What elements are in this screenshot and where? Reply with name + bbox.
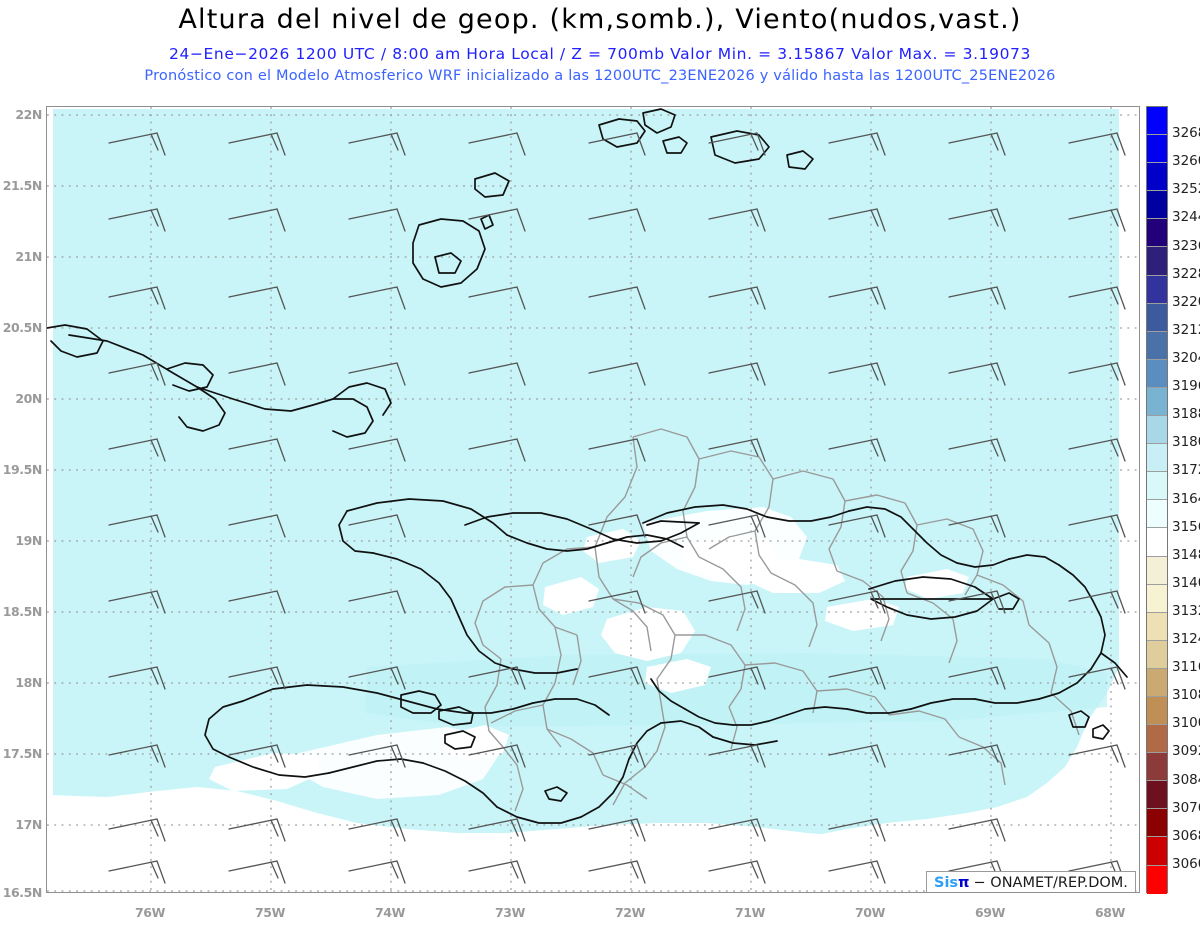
colorbar-tick-label: 3212 <box>1172 321 1200 338</box>
colorbar-swatch <box>1147 191 1167 220</box>
colorbar-swatch <box>1147 556 1167 585</box>
xtick-label-6: 70W <box>855 905 885 920</box>
colorbar-tick-label: 3196 <box>1172 378 1200 395</box>
colorbar-tick-label: 3244 <box>1172 209 1200 226</box>
xtick-label-0: 76W <box>135 905 165 920</box>
colorbar-tick-label: 3188 <box>1172 406 1200 423</box>
shaded-field-cyan <box>53 109 1119 865</box>
colorbar-tick-label: 3172 <box>1172 462 1200 479</box>
colorbar-tick-label: 3156 <box>1172 518 1200 535</box>
wind-barbs <box>108 132 1126 884</box>
colorbar-tick-label: 3268 <box>1172 125 1200 142</box>
colorbar-tick-label: 3220 <box>1172 293 1200 310</box>
colorbar-swatch <box>1147 500 1167 529</box>
xtick-label-1: 75W <box>255 905 285 920</box>
ytick-label-3: 20.5N <box>2 320 43 335</box>
coastlines <box>47 108 1128 824</box>
colorbar-swatch <box>1147 781 1167 810</box>
colorbar-tick-label: 3108 <box>1172 687 1200 704</box>
header: Altura del nivel de geop. (km,somb.), Vi… <box>0 0 1200 95</box>
ytick-label-1: 21.5N <box>2 178 43 193</box>
colorbar-tick-label: 3260 <box>1172 153 1200 170</box>
colorbar-tick-label: 3140 <box>1172 574 1200 591</box>
colorbar-tick-label: 3116 <box>1172 659 1200 676</box>
logo-brand-pi: π <box>958 875 970 891</box>
colorbar-swatch <box>1147 275 1167 304</box>
logo-brand-sis: Sis <box>934 875 959 891</box>
colorbar-swatch <box>1147 387 1167 417</box>
ytick-label-8: 18N <box>15 675 42 690</box>
colorbar-swatch <box>1147 219 1167 248</box>
colorbar-tick-label: 3148 <box>1172 546 1200 563</box>
colorbar-swatch <box>1147 528 1167 557</box>
xtick-label-5: 71W <box>735 905 765 920</box>
ytick-label-11: 16.5N <box>2 885 43 900</box>
ytick-label-10: 17N <box>15 817 42 832</box>
colorbar-tick-label: 3092 <box>1172 743 1200 760</box>
forecast-meta-line: 24−Ene−2026 1200 UTC / 8:00 am Hora Loca… <box>169 45 1031 63</box>
colorbar-swatch <box>1147 668 1167 697</box>
colorbar-swatch <box>1147 584 1167 613</box>
shaded-field-white-south <box>47 787 1139 892</box>
colorbar-tick-label: 3252 <box>1172 181 1200 198</box>
colorbar-tick-label: 3236 <box>1172 237 1200 254</box>
watermark-logo: Sis π − ONAMET/REP.DOM. <box>926 871 1136 892</box>
ytick-label-7: 18.5N <box>2 604 43 619</box>
colorbar[interactable] <box>1146 106 1168 894</box>
xtick-label-7: 69W <box>975 905 1005 920</box>
colorbar-tick-label: 3124 <box>1172 631 1200 648</box>
colorbar-swatch <box>1147 163 1167 192</box>
colorbar-swatch <box>1147 444 1167 473</box>
ytick-label-6: 19N <box>15 533 42 548</box>
colorbar-tick-label: 3100 <box>1172 715 1200 732</box>
xtick-label-2: 74W <box>375 905 405 920</box>
ytick-label-2: 21N <box>15 249 42 264</box>
colorbar-tick-label: 3076 <box>1172 799 1200 816</box>
ytick-label-9: 17.5N <box>2 746 43 761</box>
colorbar-tick-label: 3164 <box>1172 490 1200 507</box>
model-info-line: Pronóstico con el Modelo Atmosferico WRF… <box>144 68 1056 84</box>
colorbar-swatch <box>1147 725 1167 754</box>
colorbar-swatch <box>1147 837 1167 866</box>
admin-boundaries <box>474 428 1080 812</box>
colorbar-swatch <box>1147 135 1167 164</box>
colorbar-tick-label: 3204 <box>1172 349 1200 366</box>
ytick-label-5: 19.5N <box>2 462 43 477</box>
page-title: Altura del nivel de geop. (km,somb.), Vi… <box>178 4 1022 35</box>
shaded-field-cyan-2 <box>365 653 1107 727</box>
colorbar-swatch <box>1147 303 1167 332</box>
xtick-label-4: 72W <box>615 905 645 920</box>
colorbar-swatch <box>1147 696 1167 726</box>
colorbar-swatch <box>1147 416 1167 445</box>
colorbar-swatch <box>1147 640 1167 669</box>
colorbar-tick-label: 3084 <box>1172 771 1200 788</box>
ytick-label-0: 22N <box>15 107 42 122</box>
colorbar-swatch <box>1147 331 1167 360</box>
colorbar-tick-label: 3060 <box>1172 855 1200 872</box>
xtick-label-3: 73W <box>495 905 525 920</box>
colorbar-swatch <box>1147 809 1167 838</box>
colorbar-swatch <box>1147 359 1167 388</box>
colorbar-swatch <box>1147 107 1167 136</box>
logo-org: − ONAMET/REP.DOM. <box>973 875 1128 891</box>
colorbar-swatch <box>1147 753 1167 782</box>
colorbar-tick-label: 3180 <box>1172 434 1200 451</box>
map-plot-area[interactable]: Sis π − ONAMET/REP.DOM. <box>46 106 1140 893</box>
colorbar-swatch <box>1147 472 1167 501</box>
colorbar-swatch <box>1147 612 1167 641</box>
xtick-label-8: 68W <box>1095 905 1125 920</box>
colorbar-swatch <box>1147 247 1167 276</box>
map-canvas <box>47 107 1139 892</box>
colorbar-tick-label: 3068 <box>1172 827 1200 844</box>
colorbar-tick-label: 3228 <box>1172 265 1200 282</box>
colorbar-tick-label: 3132 <box>1172 602 1200 619</box>
colorbar-swatch <box>1147 865 1167 894</box>
ytick-label-4: 20N <box>15 391 42 406</box>
